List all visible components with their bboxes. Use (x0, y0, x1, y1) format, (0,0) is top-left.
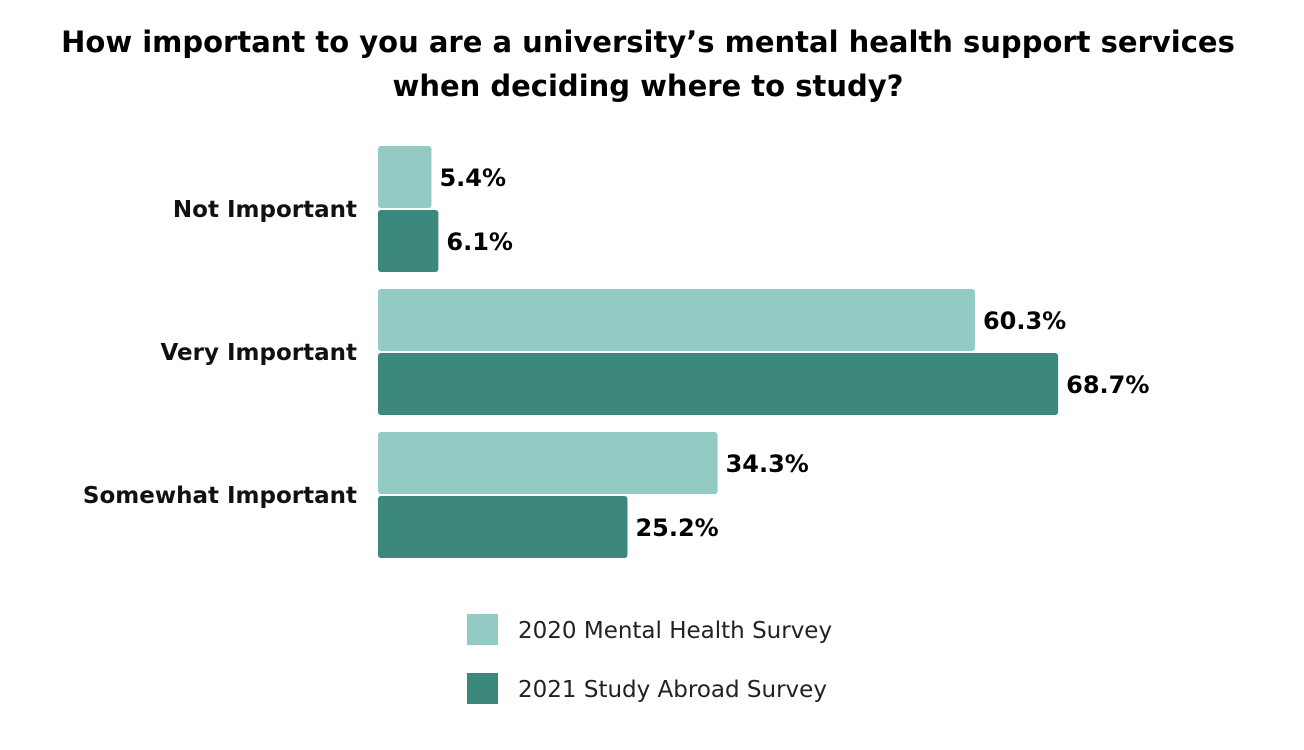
value-label-not-important-2020: 5.4% (439, 164, 506, 192)
bar-somewhat-important-2020 (378, 432, 718, 494)
legend: 2020 Mental Health Survey 2021 Study Abr… (467, 614, 832, 704)
legend-swatch-2020 (467, 614, 498, 645)
bar-very-important-2020 (378, 289, 975, 351)
legend-label-2020: 2020 Mental Health Survey (518, 618, 832, 644)
bar-not-important-2021 (378, 210, 439, 272)
value-label-not-important-2021: 6.1% (446, 228, 513, 256)
chart-title-line-2: when deciding where to study? (393, 69, 904, 103)
chart-title-line-1: How important to you are a university’s … (61, 25, 1235, 59)
plot-area: Not Important 5.4% 6.1% Very Important 60.3%… (83, 146, 1149, 558)
category-label-very-important: Very Important (161, 340, 358, 366)
value-label-very-important-2021: 68.7% (1066, 371, 1149, 399)
value-label-somewhat-important-2021: 25.2% (635, 514, 718, 542)
bar-not-important-2020 (378, 146, 432, 208)
value-label-very-important-2020: 60.3% (983, 307, 1066, 335)
bar-very-important-2021 (378, 353, 1059, 415)
value-label-somewhat-important-2020: 34.3% (726, 450, 809, 478)
legend-swatch-2021 (467, 673, 498, 704)
legend-label-2021: 2021 Study Abroad Survey (518, 677, 827, 703)
bar-somewhat-important-2021 (378, 496, 628, 558)
category-label-not-important: Not Important (173, 197, 357, 223)
category-label-somewhat-important: Somewhat Important (83, 483, 357, 509)
